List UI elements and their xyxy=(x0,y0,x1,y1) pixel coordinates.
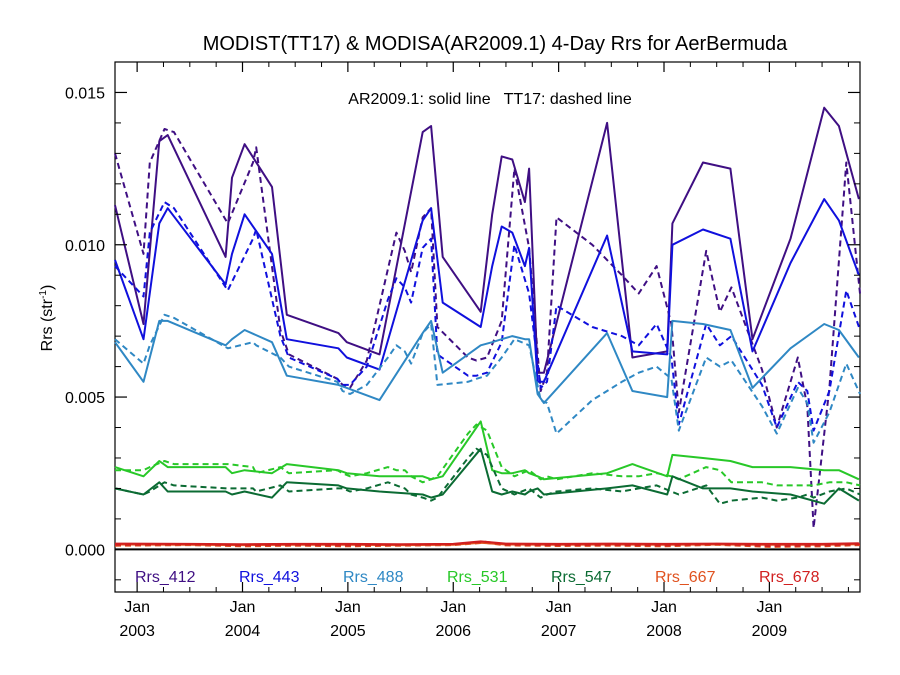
series-line-rrs-443-solid xyxy=(114,198,860,383)
x-tick-year-label: 2007 xyxy=(541,623,577,640)
series-line-rrs-412-dashed xyxy=(114,128,861,529)
legend: Rrs_412 Rrs_443 Rrs_488 Rrs_531 Rrs_547 Rrs_6… xyxy=(135,569,820,586)
series-line-rrs-678-solid xyxy=(114,540,859,546)
y-tick-label: 0.015 xyxy=(65,85,105,102)
legend-label-rrs-667: Rrs_667 xyxy=(655,569,716,586)
x-tick-month-label: Jan xyxy=(756,599,782,616)
x-tick-month-label: Jan xyxy=(230,599,256,616)
legend-label-rrs-678: Rrs_678 xyxy=(759,569,820,586)
series-line-rrs-547-solid xyxy=(114,447,860,505)
series-line-rrs-531-dashed xyxy=(115,423,861,487)
plot-frame xyxy=(114,61,861,593)
x-tick-month-label: Jan xyxy=(124,599,150,616)
series-lines xyxy=(114,106,861,548)
axes: 0.000 0.005 0.010 0.015 Jan 2003 Jan 2004 Jan 200… xyxy=(65,61,860,640)
x-tick-month-label: Jan xyxy=(546,599,572,616)
y-axis-label-close: ) xyxy=(39,285,56,290)
series-line-rrs-488-dashed xyxy=(114,313,861,444)
chart-title: MODIST(TT17) & MODISA(AR2009.1) 4-Day Rr… xyxy=(203,33,788,55)
series-line-rrs-531-solid xyxy=(114,420,860,481)
legend-label-rrs-488: Rrs_488 xyxy=(343,569,404,586)
x-tick-year-label: 2005 xyxy=(330,623,366,640)
y-tick-label: 0.010 xyxy=(65,238,105,255)
x-tick-year-label: 2008 xyxy=(646,623,682,640)
legend-label-rrs-412: Rrs_412 xyxy=(135,569,196,586)
series-line-rrs-443-dashed xyxy=(114,201,861,432)
line-style-annotation: AR2009.1: solid line TT17: dashed line xyxy=(348,91,632,108)
legend-label-rrs-531: Rrs_531 xyxy=(447,569,508,586)
series-line-rrs-488-solid xyxy=(114,319,860,405)
x-tick-month-label: Jan xyxy=(440,599,466,616)
x-tick-year-label: 2003 xyxy=(119,623,155,640)
series-line-rrs-547-dashed xyxy=(114,447,861,505)
legend-label-rrs-443: Rrs_443 xyxy=(239,569,300,586)
y-axis-label: Rrs (str-1) xyxy=(38,285,56,352)
x-tick-year-label: 2009 xyxy=(752,623,788,640)
x-tick-month-label: Jan xyxy=(651,599,677,616)
legend-label-rrs-547: Rrs_547 xyxy=(551,569,612,586)
y-axis-label-text: Rrs (str xyxy=(39,298,56,351)
x-tick-year-label: 2004 xyxy=(225,623,261,640)
y-tick-label: 0.005 xyxy=(65,390,105,407)
y-axis-label-sup: -1 xyxy=(38,290,49,299)
x-tick-month-label: Jan xyxy=(335,599,361,616)
x-tick-year-label: 2006 xyxy=(435,623,471,640)
y-tick-label: 0.000 xyxy=(65,542,105,559)
series-line-rrs-412-solid xyxy=(114,106,860,374)
